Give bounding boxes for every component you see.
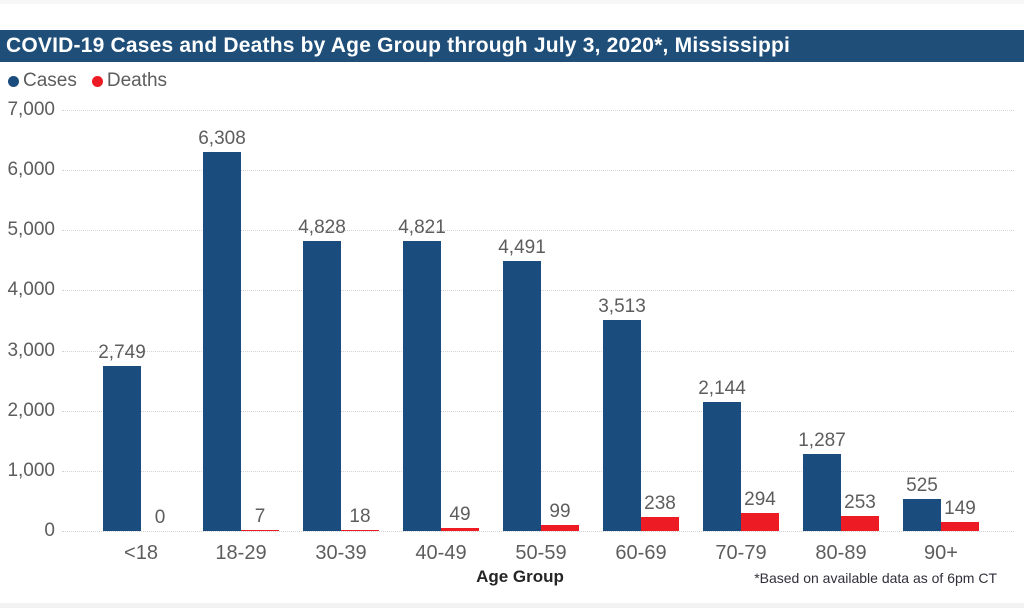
x-tick-label: 40-49 <box>415 542 467 564</box>
x-tick-label: 30-39 <box>315 542 367 564</box>
x-tick-label: 60-69 <box>615 542 667 564</box>
deaths-value-label: 7 <box>254 505 266 527</box>
x-tick-label: <18 <box>124 542 158 564</box>
deaths-bar <box>641 516 679 531</box>
deaths-bar <box>441 528 479 531</box>
deaths-value-label: 149 <box>944 498 976 520</box>
cases-value-label: 2,144 <box>698 378 746 400</box>
x-tick-label: 70-79 <box>715 542 767 564</box>
deaths-value-label: 49 <box>449 504 471 526</box>
y-tick-label: 1,000 <box>7 459 55 481</box>
cases-bar <box>303 240 341 531</box>
legend-label: Deaths <box>106 70 168 91</box>
legend-label: Cases <box>23 70 77 91</box>
footnote: *Based on available data as of 6pm CT <box>754 570 997 586</box>
x-axis-title: Age Group <box>476 567 564 586</box>
y-tick-label: 6,000 <box>7 159 55 181</box>
deaths-value-label: 294 <box>744 489 776 511</box>
cases-bar <box>703 402 741 531</box>
legend-item-cases: Cases <box>8 70 77 92</box>
cases-bar <box>803 453 841 531</box>
legend-dot-icon <box>91 75 103 87</box>
chart-legend: Cases Deaths <box>8 70 167 92</box>
gridline <box>62 531 1014 532</box>
deaths-bar <box>241 529 279 531</box>
cases-bar <box>103 365 141 531</box>
cases-bar <box>903 499 941 531</box>
chart-title-bar: COVID-19 Cases and Deaths by Age Group t… <box>0 30 1024 62</box>
deaths-bar <box>841 515 879 531</box>
deaths-value-label: 18 <box>349 505 371 527</box>
cases-value-label: 4,491 <box>498 236 546 258</box>
deaths-bar <box>741 513 779 531</box>
x-tick-label: 90+ <box>924 542 958 564</box>
cases-value-label: 525 <box>906 475 938 497</box>
top-edge-strip <box>0 0 1024 4</box>
cases-bar <box>403 241 441 531</box>
x-tick-label: 50-59 <box>515 542 567 564</box>
x-tick-label: 80-89 <box>815 542 867 564</box>
cases-value-label: 4,821 <box>398 217 446 239</box>
cases-bar <box>203 151 241 531</box>
x-tick-label: 18-29 <box>215 542 267 564</box>
cases-value-label: 2,749 <box>98 341 146 363</box>
y-tick-label: 3,000 <box>7 339 55 361</box>
cases-value-label: 3,513 <box>598 295 646 317</box>
chart-title: COVID-19 Cases and Deaths by Age Group t… <box>6 34 791 57</box>
y-tick-label: 5,000 <box>7 219 55 241</box>
gridline <box>62 110 1014 111</box>
bottom-edge-strip <box>0 603 1024 608</box>
deaths-bar <box>541 525 579 531</box>
deaths-value-label: 253 <box>844 491 876 513</box>
deaths-value-label: 0 <box>154 507 166 528</box>
cases-value-label: 1,287 <box>798 429 846 451</box>
gridline <box>62 170 1014 172</box>
legend-item-deaths: Deaths <box>91 70 168 92</box>
deaths-value-label: 99 <box>549 501 571 523</box>
legend-dot-icon <box>8 75 19 87</box>
cases-value-label: 4,828 <box>298 216 346 238</box>
gridline <box>62 230 1014 232</box>
deaths-bar <box>941 522 979 531</box>
cases-value-label: 6,308 <box>198 127 246 149</box>
cases-bar <box>603 319 641 531</box>
y-tick-label: 4,000 <box>7 279 55 301</box>
cases-bar <box>503 260 541 531</box>
y-tick-label: 7,000 <box>7 99 55 120</box>
y-tick-label: 2,000 <box>7 399 55 421</box>
y-tick-label: 0 <box>44 520 55 541</box>
deaths-value-label: 238 <box>644 492 676 514</box>
deaths-bar <box>341 529 379 531</box>
